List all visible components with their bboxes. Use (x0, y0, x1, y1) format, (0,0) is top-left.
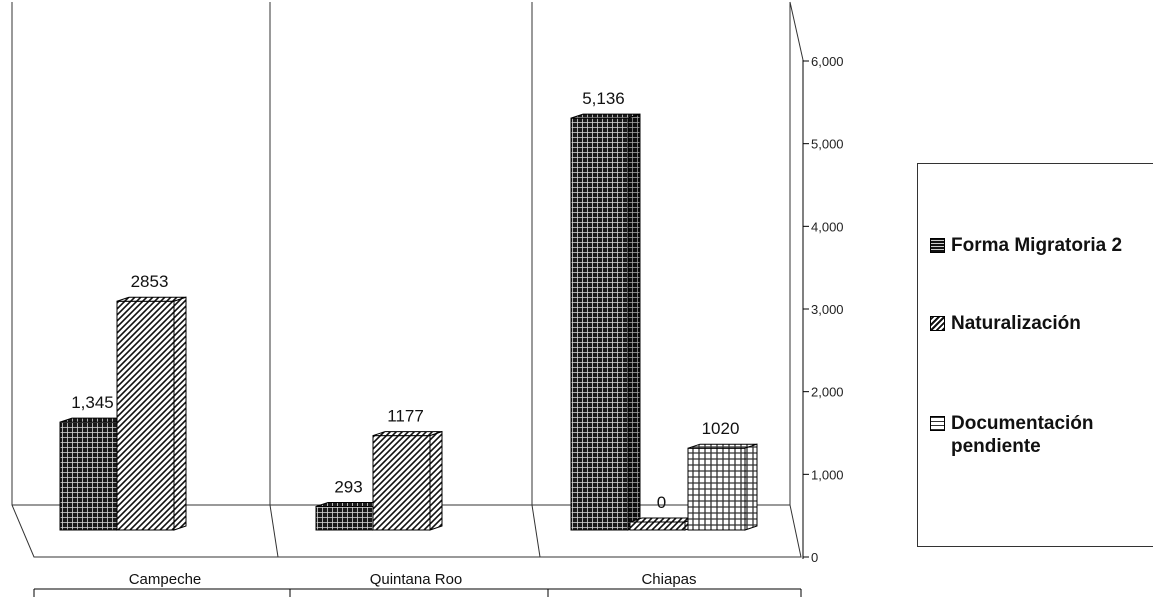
legend-item-forma-migratoria: Forma Migratoria 2 (930, 234, 1151, 257)
floor-divider (531, 504, 541, 558)
x-tick-label: Campeche (129, 571, 202, 588)
data-label: 1177 (387, 407, 424, 426)
bar-side (429, 430, 443, 531)
legend-label: Documentación pendiente (951, 413, 1094, 457)
bar (372, 430, 443, 531)
bar-front (687, 447, 746, 531)
bar-front (116, 300, 175, 531)
legend-label: Naturalización (951, 313, 1081, 334)
bar-marks (59, 113, 758, 531)
bar (629, 517, 698, 531)
floor-outline (11, 2, 802, 558)
y-tick-label: 3,000 (811, 302, 844, 317)
bar-side (744, 443, 758, 531)
bar (687, 443, 758, 531)
legend-label: Forma Migratoria 2 (951, 235, 1123, 256)
y-tick-label: 2,000 (811, 385, 844, 400)
legend-swatch-grid (930, 416, 945, 431)
bar-front (372, 435, 431, 531)
bar (116, 296, 187, 531)
bar-front (570, 117, 629, 531)
legend-item-naturalizacion: Naturalización (930, 312, 1151, 335)
y-tick-label: 0 (811, 550, 818, 565)
legend-swatch-crosshatch (930, 238, 945, 253)
data-label: 5,136 (582, 89, 625, 108)
bar-chart: 0 1,000 2,000 3,000 4,000 5,000 6,000 Campeche Q… (11, 1, 844, 597)
bar-front (315, 506, 374, 531)
legend-item-documentacion: Documentación pendiente (930, 412, 1151, 458)
bar (570, 113, 641, 531)
side-wall-top (789, 1, 804, 61)
bar-front (59, 421, 118, 531)
bar-side (173, 296, 187, 531)
x-tick-label: Quintana Roo (370, 571, 463, 588)
y-tick-label: 5,000 (811, 137, 844, 152)
y-tick-label: 6,000 (811, 54, 844, 69)
chart-labels: 0 1,000 2,000 3,000 4,000 5,000 6,000 Campeche Q… (71, 54, 843, 588)
data-label: 2853 (131, 272, 169, 291)
x-tick-label: Chiapas (641, 571, 696, 588)
y-tick-label: 1,000 (811, 467, 844, 482)
data-label: 0 (657, 493, 666, 512)
data-label: 293 (334, 478, 362, 497)
legend-swatch-diagonal (930, 316, 945, 331)
bar-front (629, 521, 686, 531)
data-label: 1020 (702, 419, 740, 438)
bar-side (627, 113, 641, 531)
chart-legend: Forma Migratoria 2 Naturalización Docume… (917, 163, 1153, 547)
data-label: 1,345 (71, 393, 114, 412)
y-tick-label: 4,000 (811, 219, 844, 234)
floor-divider (269, 504, 279, 558)
